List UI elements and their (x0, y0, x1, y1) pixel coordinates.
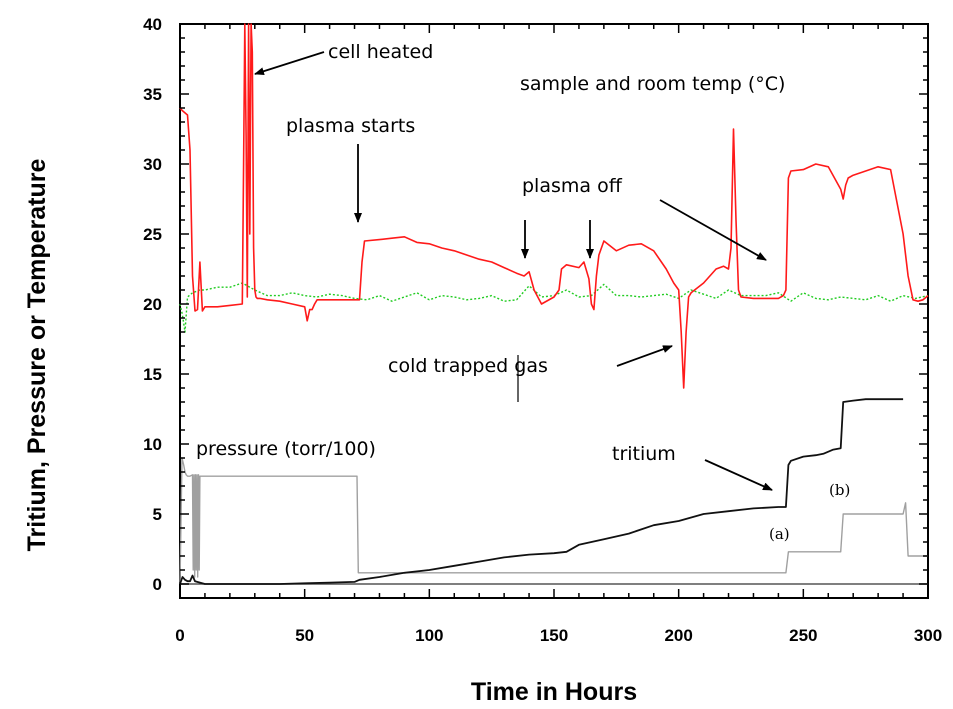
x-tick-label: 50 (295, 626, 314, 645)
y-tick-label: 30 (143, 155, 162, 174)
series-line-tritium (179, 398, 904, 585)
annotation-sample-room-temp: sample and room temp (°C) (520, 73, 785, 95)
x-axis-title: Time in Hours (471, 678, 637, 706)
ticks-layer (179, 23, 929, 598)
y-tick-label: 40 (143, 15, 162, 34)
annotation-cold-trapped-gas: cold trapped gas (388, 355, 548, 377)
y-axis-title: Tritium, Pressure or Temperature (23, 159, 51, 552)
x-tick-label: 100 (415, 626, 443, 645)
x-tick-label: 0 (175, 626, 184, 645)
y-tick-label: 15 (143, 365, 162, 384)
arrow-cell-heated (254, 51, 325, 76)
x-tick-label: 250 (789, 626, 817, 645)
annotation-arrows (254, 51, 773, 491)
arrow-tritium (704, 459, 773, 491)
y-tick-label: 10 (143, 435, 162, 454)
y-tick-label: 5 (153, 505, 162, 524)
series-line-temperature (179, 23, 929, 389)
x-tick-labels: 0 50 100 150 200 250 300 (175, 626, 942, 645)
plot-area-frame (179, 23, 929, 599)
x-tick-label: 200 (664, 626, 692, 645)
annotation-plasma-off: plasma off (522, 175, 623, 197)
x-tick-label: 300 (914, 626, 942, 645)
arrow-cold-trapped-gas (616, 345, 673, 367)
series-layer (179, 23, 929, 585)
annotation-cell-heated: cell heated (328, 41, 433, 63)
annotation-a: (a) (769, 525, 790, 543)
series-line-pressure (179, 457, 928, 585)
annotation-tritium: tritium (612, 443, 676, 465)
annotation-plasma-starts: plasma starts (286, 115, 415, 137)
y-tick-label: 0 (153, 575, 162, 594)
y-tick-label: 35 (143, 85, 162, 104)
annotation-pressure: pressure (torr/100) (196, 438, 376, 460)
y-tick-label: 25 (143, 225, 162, 244)
x-tick-label: 150 (540, 626, 568, 645)
arrow-plasma-off-3 (659, 199, 767, 261)
y-tick-labels: 0 5 10 15 20 25 30 35 40 (143, 15, 162, 594)
y-tick-label: 20 (143, 295, 162, 314)
series-line-room-temp (179, 282, 929, 333)
annotation-b: (b) (829, 481, 850, 499)
